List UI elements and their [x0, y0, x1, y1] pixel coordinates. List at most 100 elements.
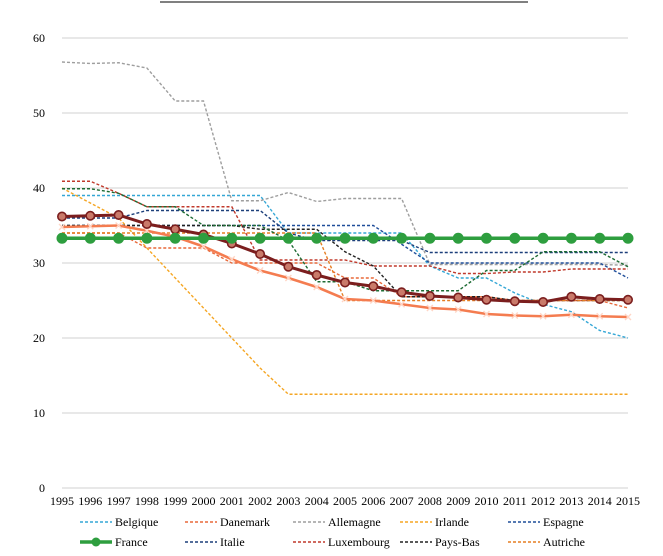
- data-point: [424, 290, 435, 301]
- data-point: [200, 243, 207, 250]
- y-tick-label: 60: [33, 31, 45, 45]
- x-tick-label: 2012: [531, 494, 555, 508]
- data-point: [284, 274, 292, 282]
- legend-item: Italie: [185, 535, 245, 549]
- data-point: [85, 210, 96, 221]
- legend-item: Autriche: [508, 535, 585, 549]
- data-point: [228, 255, 236, 263]
- series-lines: [56, 61, 634, 395]
- legend-label: Belgique: [115, 515, 158, 529]
- data-point: [622, 294, 633, 305]
- data-point: [367, 232, 379, 244]
- data-point: [398, 300, 406, 308]
- y-axis-ticks: 0 10 20 30 40 50 60: [33, 31, 45, 495]
- data-point: [282, 232, 294, 244]
- data-point: [58, 223, 66, 231]
- legend-label: Italie: [220, 535, 245, 549]
- legend-label: Luxembourg: [328, 535, 390, 549]
- legend-label: Autriche: [543, 535, 585, 549]
- legend-item: France: [80, 535, 148, 549]
- series-5: [56, 232, 634, 244]
- data-point: [141, 219, 152, 230]
- data-point: [594, 293, 605, 304]
- legend-item: Pays-Bas: [400, 535, 480, 549]
- data-point: [396, 232, 408, 244]
- y-tick-label: 20: [33, 331, 45, 345]
- y-tick-label: 40: [33, 181, 45, 195]
- legend-label: Espagne: [543, 515, 584, 529]
- x-tick-label: 1996: [78, 494, 102, 508]
- data-point: [567, 311, 575, 319]
- y-tick-label: 10: [33, 406, 45, 420]
- legend-item: Espagne: [508, 515, 584, 529]
- x-tick-label: 2013: [559, 494, 583, 508]
- x-tick-label: 2011: [503, 494, 527, 508]
- data-point: [453, 292, 464, 303]
- y-tick-label: 30: [33, 256, 45, 270]
- x-tick-label: 1999: [163, 494, 187, 508]
- data-point: [198, 232, 209, 244]
- data-point: [113, 232, 125, 244]
- data-point: [424, 232, 436, 244]
- x-tick-label: 2007: [390, 494, 414, 508]
- data-point: [169, 232, 181, 244]
- legend-item: Belgique: [80, 515, 158, 529]
- data-point: [283, 261, 294, 272]
- x-tick-label: 1997: [107, 494, 131, 508]
- series-2: [61, 61, 629, 266]
- data-point: [115, 222, 123, 229]
- series-line: [62, 224, 629, 279]
- legend-label: Irlande: [435, 515, 469, 529]
- data-point: [311, 269, 322, 280]
- data-point: [622, 232, 634, 244]
- data-point: [538, 296, 549, 307]
- data-point: [509, 296, 520, 307]
- x-tick-label: 2014: [588, 494, 612, 508]
- x-tick-label: 2000: [192, 494, 216, 508]
- legend-item: Danemark: [185, 515, 270, 529]
- x-tick-label: 2001: [220, 494, 244, 508]
- data-point: [565, 232, 577, 244]
- data-point: [339, 232, 351, 244]
- data-point: [539, 312, 547, 320]
- x-tick-label: 1995: [50, 494, 74, 508]
- gridlines: [62, 37, 628, 489]
- legend-item: Luxembourg: [293, 535, 390, 549]
- data-point: [509, 232, 521, 244]
- data-point: [594, 232, 606, 244]
- data-point: [481, 232, 492, 244]
- series-1: [62, 232, 629, 309]
- data-point: [84, 232, 96, 244]
- data-point: [369, 297, 377, 304]
- legend-marker: [91, 537, 101, 547]
- legend-label: Pays-Bas: [435, 535, 480, 549]
- series-line: [61, 61, 629, 266]
- data-point: [566, 291, 577, 302]
- legend-label: Allemagne: [328, 515, 381, 529]
- x-tick-label: 1998: [135, 494, 159, 508]
- series-7: [62, 180, 628, 275]
- series-line: [61, 187, 628, 395]
- data-point: [483, 310, 490, 318]
- y-tick-label: 0: [39, 481, 45, 495]
- data-point: [141, 232, 153, 244]
- legend-item: Allemagne: [293, 515, 381, 529]
- x-axis-ticks: 1995 1996 1997 1998 1999 2000 2001 2002 2003 2004…: [50, 494, 640, 508]
- x-tick-label: 2002: [248, 494, 272, 508]
- y-tick-label: 50: [33, 106, 45, 120]
- legend: Belgique Danemark Allemagne Irlande Espagne F…: [80, 515, 585, 549]
- data-point: [56, 232, 68, 244]
- series-line: [62, 180, 628, 275]
- x-tick-label: 2008: [418, 494, 442, 508]
- data-point: [368, 281, 379, 292]
- legend-item: Irlande: [400, 515, 469, 529]
- x-tick-label: 2009: [446, 494, 470, 508]
- x-tick-label: 2006: [361, 494, 385, 508]
- series-10: [56, 210, 633, 307]
- data-point: [226, 232, 238, 244]
- data-point: [426, 304, 434, 312]
- data-point: [341, 295, 349, 303]
- data-point: [537, 232, 549, 244]
- x-tick-label: 2004: [305, 494, 329, 508]
